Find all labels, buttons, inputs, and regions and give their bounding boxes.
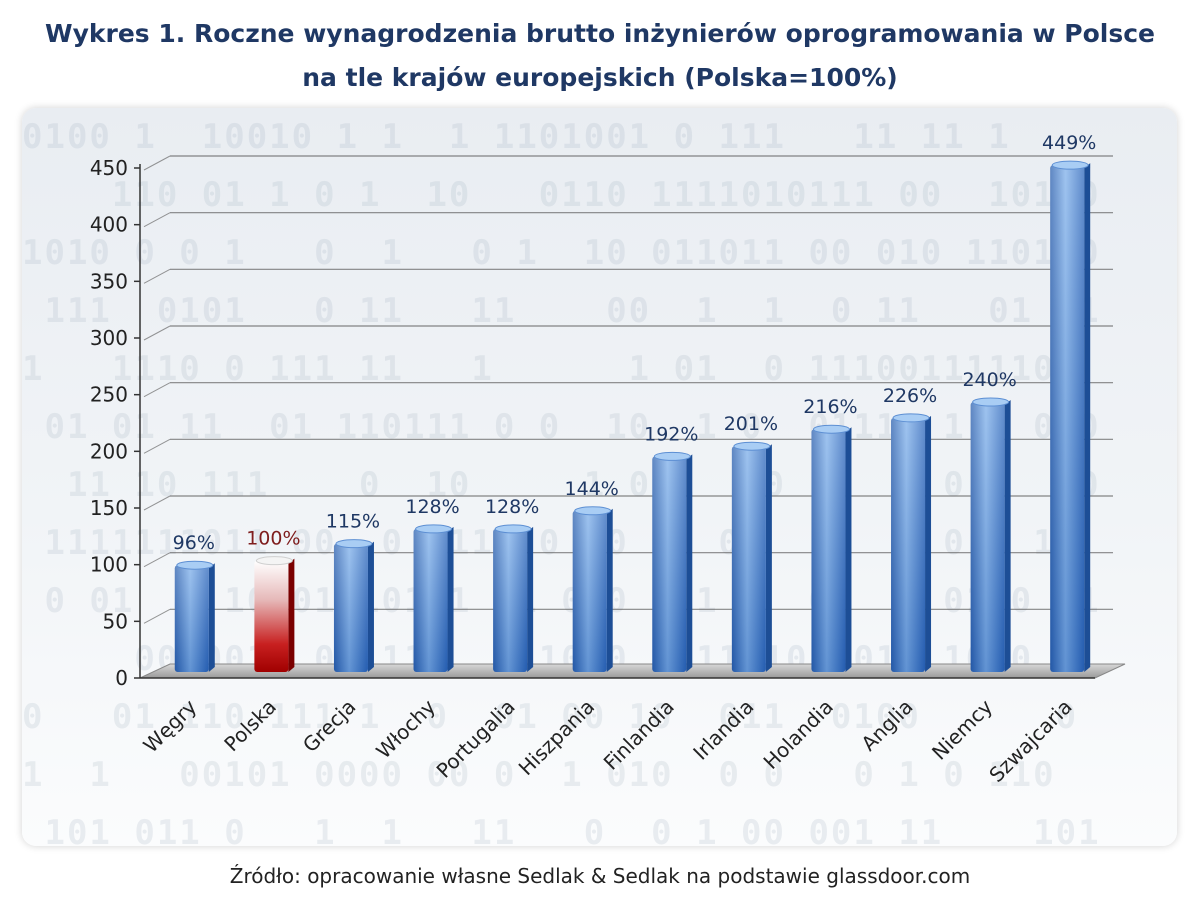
bar-shade xyxy=(493,528,528,672)
bar-irlandia xyxy=(731,441,772,672)
data-label: 201% xyxy=(724,413,778,435)
bar-side-face xyxy=(447,526,454,672)
x-tick-label: Irlandia xyxy=(688,695,758,765)
source-note: Źródło: opracowanie własne Sedlak & Sedl… xyxy=(229,864,971,888)
data-label: 128% xyxy=(485,496,539,518)
data-label: 128% xyxy=(405,496,459,518)
x-tick-label: Holandia xyxy=(759,695,838,774)
data-label: 144% xyxy=(565,478,619,500)
gridline-diagonal xyxy=(143,325,171,341)
bar-side-face xyxy=(925,415,932,672)
y-tick-label: 400 xyxy=(90,213,128,237)
y-tick-label: 50 xyxy=(103,609,128,633)
bar-top xyxy=(812,424,850,434)
bar-top xyxy=(574,506,612,516)
y-tick-label: 150 xyxy=(90,496,128,520)
x-tick-label: Szwajcaria xyxy=(984,695,1076,787)
y-tick-label: 200 xyxy=(90,439,128,463)
bar-shade xyxy=(333,543,368,672)
bar-shade xyxy=(413,528,448,672)
bar-top xyxy=(733,441,771,451)
gridline-diagonal xyxy=(143,608,171,624)
bar-shade xyxy=(652,456,687,672)
bar-niemcy xyxy=(970,397,1011,672)
x-tick-label: Węgry xyxy=(139,694,202,757)
data-label: 115% xyxy=(326,511,380,533)
bar-top xyxy=(653,451,691,461)
bar-side-face xyxy=(288,558,295,672)
bar-side-face xyxy=(765,444,772,672)
bar-węgry xyxy=(174,560,215,672)
y-tick-label: 100 xyxy=(90,553,128,577)
y-tick-label: 450 xyxy=(90,156,128,180)
bar-top xyxy=(972,397,1010,407)
bar-shade xyxy=(970,402,1005,672)
bar-top xyxy=(494,524,532,534)
y-tick-label: 350 xyxy=(90,269,128,293)
x-tick-label: Finlandia xyxy=(599,695,679,775)
gridline-diagonal xyxy=(143,438,171,454)
y-tick-label: 0 xyxy=(115,666,128,690)
bar-top xyxy=(335,539,373,549)
x-tick-label: Włochy xyxy=(371,694,440,763)
bar-grecja xyxy=(333,539,374,672)
bar-shade xyxy=(572,510,607,672)
bar-side-face xyxy=(686,454,693,672)
data-label: 192% xyxy=(644,423,698,445)
bar-finlandia xyxy=(652,451,693,672)
data-label: 240% xyxy=(962,369,1016,391)
bar-top xyxy=(415,524,453,534)
bar-shade xyxy=(731,446,766,672)
data-label: 96% xyxy=(173,532,215,554)
bar-anglia xyxy=(891,413,932,672)
bar-side-face xyxy=(845,427,852,672)
gridline-diagonal xyxy=(143,495,171,511)
gridline-diagonal xyxy=(143,382,171,398)
bar-side-face xyxy=(527,526,534,672)
chart-title: Wykres 1. Roczne wynagrodzenia brutto in… xyxy=(0,12,1200,100)
data-label: 100% xyxy=(246,528,300,550)
bar-top xyxy=(255,556,293,566)
bar-top xyxy=(176,560,214,570)
bar-top xyxy=(892,413,930,423)
bar-szwajcaria xyxy=(1050,160,1091,672)
bar-włochy xyxy=(413,524,454,672)
gridline-diagonal xyxy=(143,268,171,284)
bar-polska xyxy=(254,556,295,672)
data-label: 449% xyxy=(1042,132,1096,154)
bar-shade xyxy=(1050,165,1085,672)
bar-side-face xyxy=(1084,163,1091,672)
bar-side-face xyxy=(208,563,215,672)
data-label: 216% xyxy=(803,396,857,418)
bar-portugalia xyxy=(493,524,534,672)
bar-top xyxy=(1051,160,1089,170)
chart-title-line1: Wykres 1. Roczne wynagrodzenia brutto in… xyxy=(45,19,1155,48)
x-tick-label: Polska xyxy=(219,695,281,757)
gridline-diagonal xyxy=(143,552,171,568)
bar-shade xyxy=(174,565,209,672)
gridline-diagonal xyxy=(143,155,171,171)
x-tick-label: Grecja xyxy=(298,695,361,758)
x-tick-label: Anglia xyxy=(856,695,917,756)
bar-shade xyxy=(891,417,926,672)
gridline-diagonal xyxy=(143,212,171,228)
bar-hiszpania xyxy=(572,506,613,672)
bar xyxy=(254,560,289,672)
bar-side-face xyxy=(367,541,374,672)
bar-side-face xyxy=(1004,400,1011,672)
data-label: 226% xyxy=(883,385,937,407)
x-tick-label: Portugalia xyxy=(432,695,520,783)
y-tick-label: 300 xyxy=(90,326,128,350)
bar-shade xyxy=(811,429,846,672)
bar-side-face xyxy=(606,508,613,672)
x-tick-label: Niemcy xyxy=(927,694,997,764)
y-tick-label: 250 xyxy=(90,383,128,407)
x-tick-label: Hiszpania xyxy=(514,695,600,781)
bar-holandia xyxy=(811,424,852,672)
chart-title-line2: na tle krajów europejskich (Polska=100%) xyxy=(302,63,898,92)
